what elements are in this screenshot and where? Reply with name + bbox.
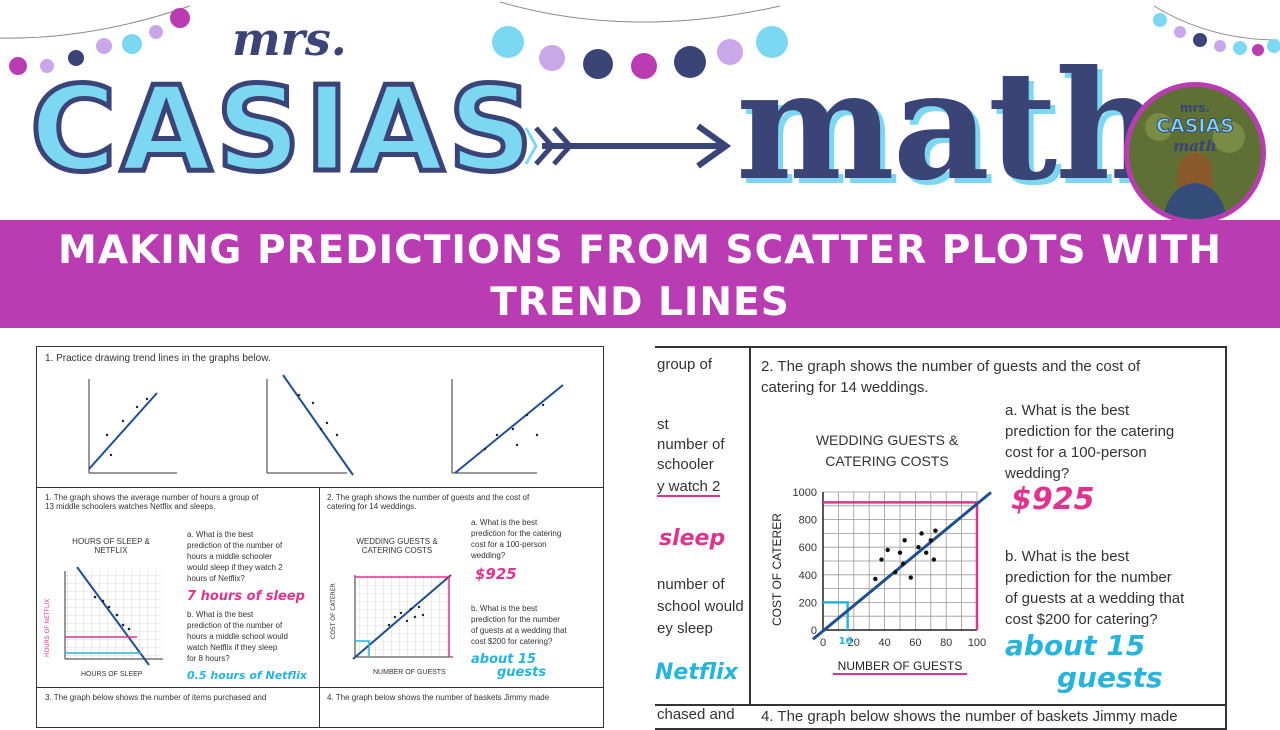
- photo-illustration: [1129, 87, 1261, 219]
- wedding-small-question-a: a. What is the best prediction for the ca…: [471, 518, 562, 560]
- cutoff-text-8: ey sleep: [657, 620, 713, 637]
- wedding-small-y-label: COST OF CATERER: [330, 583, 337, 639]
- x-tick-label: 40: [878, 637, 890, 649]
- wedding-small-question-b: b. What is the best prediction for the nu…: [471, 604, 567, 646]
- cutoff-text-4: schooler: [657, 456, 714, 473]
- data-point: [893, 569, 898, 575]
- data-point: [916, 545, 921, 550]
- logo-mrs: mrs.: [232, 12, 347, 66]
- x-axis-label: NUMBER OF GUESTS: [838, 659, 963, 673]
- cutoff-text-6: number of: [657, 576, 725, 593]
- q2-text: 2. The graph shows the number of guests …: [761, 358, 1141, 396]
- worksheet-right: group of st number of schooler y watch 2…: [655, 346, 1227, 730]
- pom-pom-garland-left: [0, 5, 191, 75]
- wedding-small-x-label: NUMBER OF GUESTS: [373, 669, 446, 676]
- banner-title-line-2: TREND LINES: [490, 280, 790, 325]
- cutoff-text-9: chased and: [657, 706, 735, 723]
- profile-logo: mrs. CASIAS math: [1156, 101, 1235, 155]
- wedding-small-answer-b: about 15 guests: [471, 652, 547, 680]
- y-tick-label: 600: [799, 542, 817, 554]
- y-tick-label: 800: [799, 515, 817, 527]
- cutoff-text-7: school would: [657, 598, 744, 615]
- data-point: [879, 557, 884, 562]
- q2-small-text: 2. The graph shows the number of guests …: [327, 493, 530, 511]
- q1-text: 1. Practice drawing trend lines in the g…: [45, 353, 271, 364]
- netflix-answer-a: 7 hours of sleep: [187, 589, 305, 604]
- data-point: [923, 550, 929, 555]
- marker-16-label: 16: [839, 636, 853, 647]
- data-point: [885, 547, 890, 553]
- arrow-icon: [524, 123, 732, 169]
- data-point: [928, 538, 933, 543]
- pom-pom-garland-center: [492, 1, 788, 79]
- x-tick-label: 60: [909, 637, 921, 649]
- y-tick-label: 200: [799, 597, 817, 609]
- data-point: [902, 538, 907, 543]
- y-axis-label: COST OF CATERER: [770, 513, 784, 626]
- wedding-small-title: WEDDING GUESTS & CATERING COSTS: [356, 537, 438, 555]
- wedding-scatter-chart: 1000 800 600 400 200 00 20 40 60 80 100 16 COST OF C…: [770, 487, 992, 675]
- cutoff-text-1: group of: [657, 356, 713, 373]
- x-tick-label: 20: [848, 637, 860, 649]
- profile-photo: mrs. CASIAS math: [1124, 82, 1266, 224]
- banner-title-line-1: MAKING PREDICTIONS FROM SCATTER PLOTS WI…: [58, 228, 1222, 273]
- data-point: [933, 528, 938, 533]
- question-a: a. What is the best prediction for the ca…: [1005, 402, 1175, 482]
- cutoff-answer-netflix: Netflix: [655, 660, 738, 685]
- data-point: [900, 561, 906, 566]
- practice-graphs: [88, 374, 564, 476]
- data-point: [931, 557, 937, 562]
- cutoff-text-5: y watch 2: [657, 478, 721, 497]
- x-tick-label: 0: [820, 637, 826, 649]
- q4-small-text: 4. The graph below shows the number of b…: [327, 693, 550, 702]
- answer-a: $925: [1011, 482, 1095, 517]
- logo-casias: CASIAS: [27, 58, 538, 201]
- chart-title: WEDDING GUESTS & CATERING COSTS: [815, 432, 959, 469]
- trend-line: [812, 491, 992, 641]
- cutoff-answer-sleep: sleep: [659, 526, 726, 551]
- netflix-answer-b: 0.5 hours of Netflix: [187, 669, 307, 682]
- q4-text: 4. The graph below shows the number of b…: [761, 708, 1178, 725]
- netflix-question-a: a. What is the best prediction of the num…: [187, 530, 283, 583]
- wedding-small-answer-a: $925: [475, 565, 517, 583]
- question-b: b. What is the best prediction for the nu…: [1005, 548, 1185, 628]
- netflix-title: HOURS OF SLEEP & NETFLIX: [72, 537, 150, 555]
- y-tick-label: 1000: [793, 487, 817, 499]
- netflix-graph: HOURS OF NETFLIX: [44, 567, 163, 666]
- netflix-y-label: HOURS OF NETFLIX: [44, 599, 51, 657]
- q1b-text: 1. The graph shows the average number of…: [45, 493, 259, 511]
- data-point: [919, 531, 924, 536]
- data-point: [908, 575, 913, 580]
- logo-math: math: [736, 38, 1164, 214]
- y-tick-label: 400: [799, 570, 817, 582]
- wedding-small-graph: COST OF CATERER: [330, 574, 453, 660]
- title-banner: MAKING PREDICTIONS FROM SCATTER PLOTS WI…: [0, 220, 1280, 328]
- cutoff-text-2: st: [657, 416, 669, 433]
- q3-text: 3. The graph below shows the number of i…: [45, 693, 267, 702]
- x-tick-label: 80: [940, 637, 952, 649]
- y-tick-label: 0: [811, 625, 817, 637]
- worksheet-left: 1. Practice drawing trend lines in the g…: [36, 346, 604, 728]
- prediction-marker-b: [823, 601, 849, 630]
- netflix-question-b: b. What is the best prediction of the num…: [187, 610, 288, 663]
- x-tick-label: 100: [968, 637, 986, 649]
- cutoff-text-3: number of: [657, 436, 725, 453]
- data-point: [897, 550, 903, 555]
- data-point: [873, 576, 878, 582]
- answer-b: about 15 guests: [1005, 629, 1163, 694]
- pom-pom-garland-right: [1153, 5, 1280, 56]
- netflix-x-label: HOURS OF SLEEP: [81, 671, 143, 678]
